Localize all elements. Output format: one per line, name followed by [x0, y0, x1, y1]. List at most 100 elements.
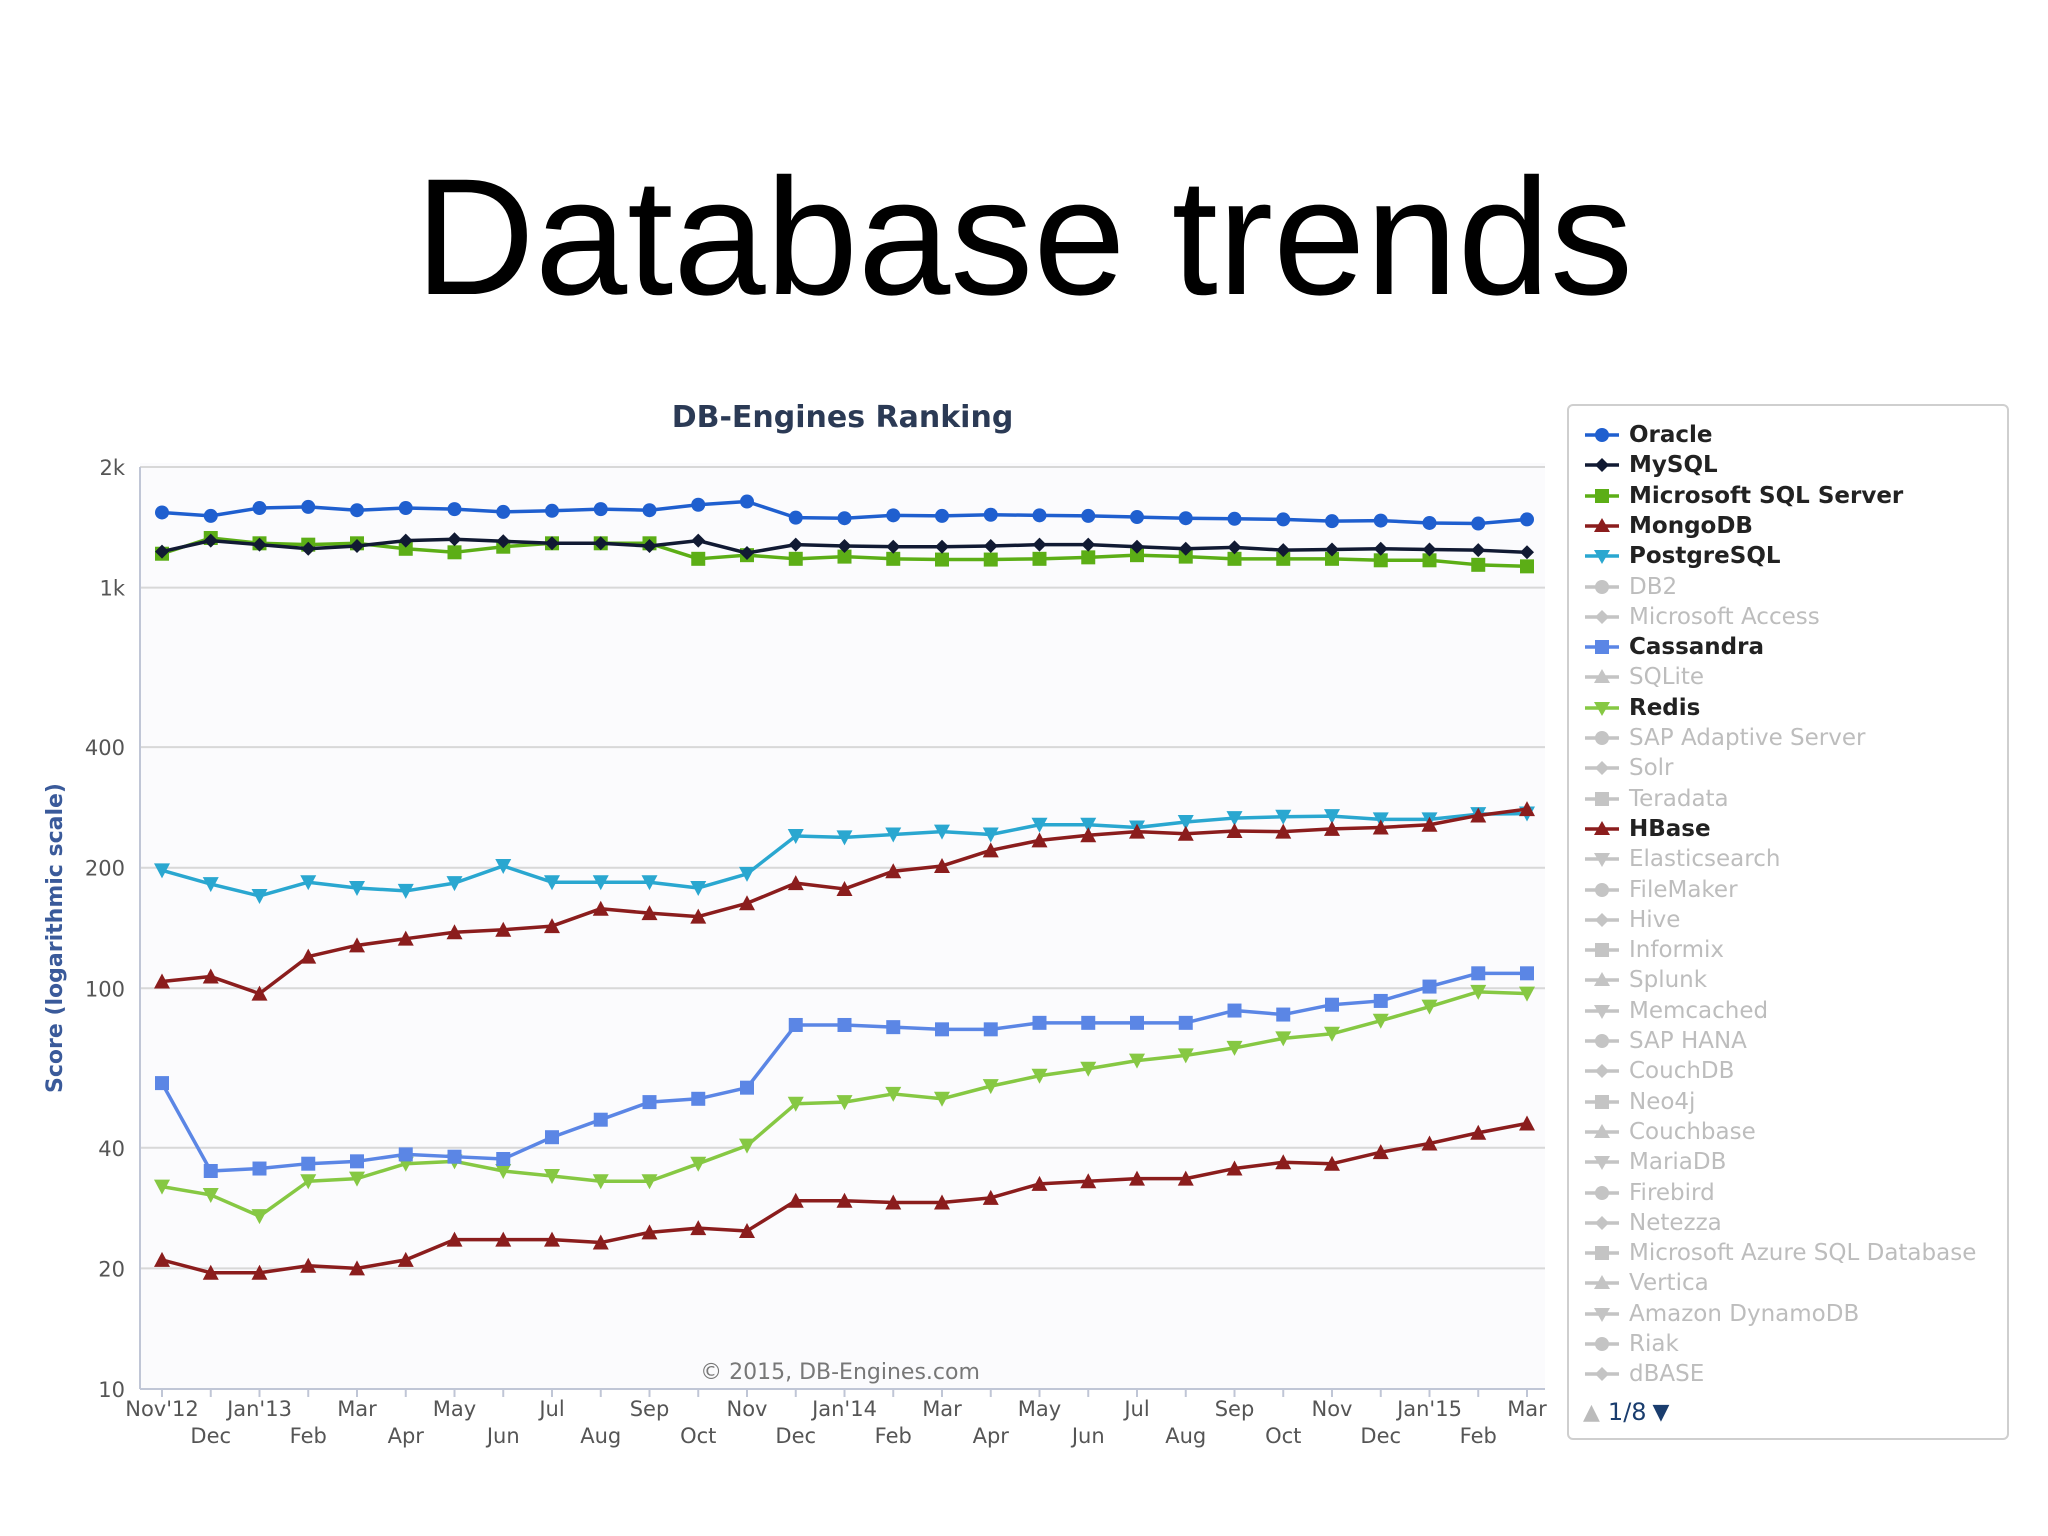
chart-legend: Oracle MySQL Microsoft SQL Server MongoD…: [1567, 404, 2009, 1440]
legend-item-splunk[interactable]: Splunk: [1583, 965, 1707, 995]
point-hbase: [1226, 1160, 1243, 1176]
legend-item-oracle[interactable]: Oracle: [1583, 420, 1713, 450]
legend-item-mongodb[interactable]: MongoDB: [1583, 511, 1753, 541]
point-mongodb: [300, 948, 317, 964]
point-redis: [592, 1174, 609, 1190]
legend-item-redis[interactable]: Redis: [1583, 693, 1700, 723]
legend-item-cassandra[interactable]: Cassandra: [1583, 632, 1764, 662]
point-oracle: [1032, 508, 1047, 523]
legend-symbol-icon: [1585, 972, 1619, 987]
legend-symbol-icon: [1585, 882, 1619, 897]
legend-item-hbase[interactable]: HBase: [1583, 814, 1711, 844]
legend-item-vertica[interactable]: Vertica: [1583, 1268, 1709, 1298]
point-redis: [739, 1138, 755, 1154]
legend-item-netezza[interactable]: Netezza: [1583, 1208, 1722, 1238]
legend-item-amazon-dynamodb[interactable]: Amazon DynamoDB: [1583, 1299, 1859, 1329]
point-microsoft-sql-server: [447, 545, 462, 560]
point-microsoft-sql-server: [1325, 551, 1339, 566]
legend-item-mariadb[interactable]: MariaDB: [1583, 1147, 1726, 1177]
x-tick-label: Jul: [1122, 1397, 1149, 1421]
legend-label: HBase: [1629, 815, 1711, 842]
point-mysql: [1130, 539, 1144, 554]
point-postgresql: [202, 877, 219, 893]
point-microsoft-sql-server: [935, 552, 949, 567]
point-postgresql: [544, 875, 560, 891]
legend-item-postgresql[interactable]: PostgreSQL: [1583, 541, 1781, 571]
legend-label: PostgreSQL: [1629, 543, 1781, 570]
legend-item-neo4j[interactable]: Neo4j: [1583, 1087, 1695, 1117]
x-tick-label: Nov'12: [125, 1397, 198, 1421]
point-cassandra: [1178, 1015, 1193, 1030]
legend-item-mysql[interactable]: MySQL: [1583, 450, 1718, 480]
legend-item-sap-hana[interactable]: SAP HANA: [1583, 1026, 1747, 1056]
point-microsoft-sql-server: [886, 551, 901, 566]
x-tick-label: Sep: [630, 1397, 670, 1421]
legend-label: Teradata: [1629, 785, 1729, 812]
point-mongodb: [1519, 801, 1535, 817]
point-cassandra: [447, 1149, 462, 1164]
point-mongodb: [836, 880, 853, 896]
point-redis: [1324, 1026, 1340, 1042]
legend-item-hive[interactable]: Hive: [1583, 905, 1680, 935]
x-tick-label: Oct: [680, 1424, 716, 1448]
point-hbase: [202, 1264, 219, 1280]
point-postgresql: [982, 827, 999, 843]
point-hbase: [1275, 1154, 1292, 1170]
point-hbase: [739, 1222, 755, 1238]
legend-item-riak[interactable]: Riak: [1583, 1329, 1679, 1359]
legend-page-up-icon[interactable]: ▲: [1583, 1399, 1600, 1425]
point-redis: [1470, 984, 1487, 1000]
point-mysql: [788, 537, 803, 552]
point-hbase: [982, 1189, 999, 1205]
point-oracle: [1325, 514, 1339, 529]
point-mysql: [1227, 540, 1242, 555]
point-oracle: [203, 508, 218, 523]
legend-label: Elasticsearch: [1629, 846, 1781, 873]
x-tick-label: Sep: [1215, 1397, 1255, 1421]
point-redis: [1080, 1061, 1097, 1077]
legend-item-teradata[interactable]: Teradata: [1583, 784, 1729, 814]
point-hbase: [592, 1234, 609, 1250]
legend-item-microsoft-sql-server[interactable]: Microsoft SQL Server: [1583, 481, 1903, 511]
point-oracle: [642, 503, 657, 518]
point-cassandra: [301, 1156, 316, 1171]
point-cassandra: [1227, 1003, 1242, 1018]
legend-page-down-icon[interactable]: ▼: [1652, 1399, 1670, 1425]
point-mongodb: [641, 905, 658, 921]
point-redis: [202, 1187, 219, 1203]
point-hbase: [1080, 1173, 1097, 1189]
legend-item-couchbase[interactable]: Couchbase: [1583, 1117, 1756, 1147]
legend-item-firebird[interactable]: Firebird: [1583, 1178, 1715, 1208]
point-oracle: [837, 511, 852, 526]
point-redis: [1421, 999, 1438, 1015]
point-postgresql: [1226, 811, 1243, 827]
legend-item-sqlite[interactable]: SQLite: [1583, 662, 1704, 692]
legend-symbol-icon: [1585, 853, 1619, 868]
point-cassandra: [788, 1017, 803, 1032]
point-mysql: [1178, 541, 1193, 556]
legend-item-microsoft-azure-sql-database[interactable]: Microsoft Azure SQL Database: [1583, 1238, 1976, 1268]
legend-label: SAP HANA: [1629, 1028, 1747, 1054]
legend-symbol-icon: [1585, 761, 1619, 776]
point-microsoft-sql-server: [837, 549, 852, 564]
legend-item-db2[interactable]: DB2: [1583, 572, 1677, 602]
legend-item-couchdb[interactable]: CouchDB: [1583, 1056, 1734, 1086]
point-cassandra: [1276, 1007, 1291, 1022]
legend-item-memcached[interactable]: Memcached: [1583, 996, 1768, 1026]
legend-item-solr[interactable]: Solr: [1583, 753, 1674, 783]
point-mongodb: [202, 968, 219, 984]
point-microsoft-sql-server: [1178, 549, 1193, 564]
point-oracle: [447, 502, 462, 517]
x-tick-label: Mar: [922, 1397, 962, 1421]
legend-item-microsoft-access[interactable]: Microsoft Access: [1583, 602, 1820, 632]
legend-pager: ▲ 1/8 ▼: [1583, 1398, 1669, 1426]
point-cassandra: [983, 1022, 998, 1037]
legend-item-dbase[interactable]: dBASE: [1583, 1359, 1704, 1389]
chart-credit: © 2015, DB-Engines.com: [700, 1360, 980, 1385]
legend-item-filemaker[interactable]: FileMaker: [1583, 875, 1738, 905]
legend-item-informix[interactable]: Informix: [1583, 935, 1724, 965]
legend-symbol-icon: [1585, 791, 1619, 806]
legend-item-sap-adaptive-server[interactable]: SAP Adaptive Server: [1583, 723, 1865, 753]
legend-item-elasticsearch[interactable]: Elasticsearch: [1583, 844, 1780, 874]
